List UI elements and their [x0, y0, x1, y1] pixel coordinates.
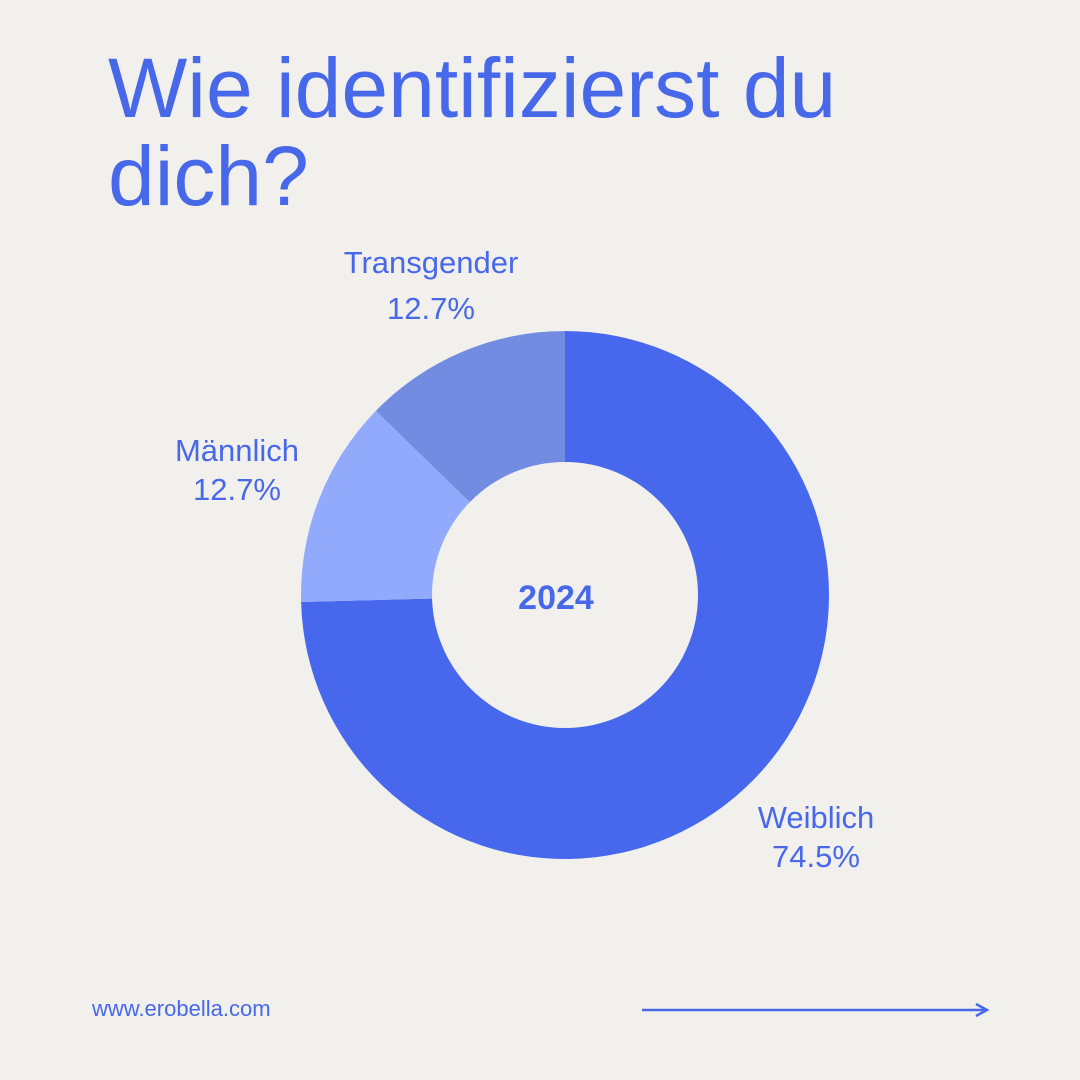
- slice-label-weiblich: Weiblich 74.5%: [758, 800, 875, 874]
- slice-label-transgender-name: Transgender: [344, 245, 519, 280]
- donut-hole: [432, 462, 698, 728]
- website-link[interactable]: www.erobella.com: [92, 996, 271, 1021]
- slice-label-transgender-value: 12.7%: [387, 291, 475, 326]
- slice-label-weiblich-name: Weiblich: [758, 800, 875, 835]
- slice-label-weiblich-value: 74.5%: [772, 839, 860, 874]
- center-label: 2024: [518, 579, 594, 617]
- arrow-right-icon[interactable]: [640, 998, 992, 1022]
- page-title: Wie identifizierst du dich?: [108, 41, 837, 223]
- slice-label-maennlich-value: 12.7%: [193, 472, 281, 507]
- slice-label-transgender: Transgender 12.7%: [344, 245, 519, 326]
- slice-label-maennlich: Männlich 12.7%: [175, 433, 299, 507]
- slice-label-maennlich-name: Männlich: [175, 433, 299, 468]
